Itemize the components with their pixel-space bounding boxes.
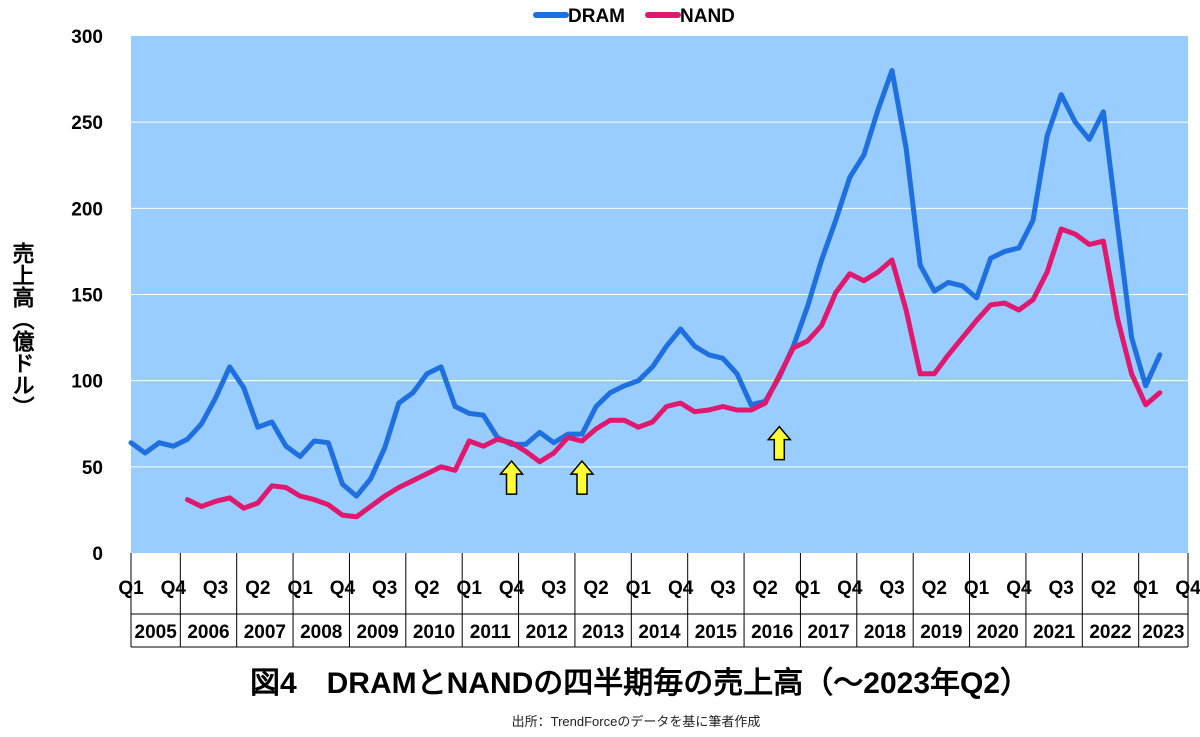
- up-arrow-icon: [498, 459, 525, 495]
- x-tick-label: Q4: [1006, 578, 1032, 599]
- year-label: 2016: [751, 622, 793, 643]
- x-tick-label: Q2: [245, 578, 270, 599]
- nand-line: [184, 226, 1163, 520]
- x-tick-label: Q3: [203, 578, 228, 599]
- x-tick-label: Q4: [499, 578, 525, 599]
- y-tick-label: 300: [71, 27, 103, 48]
- year-label: 2023: [1142, 622, 1184, 643]
- x-tick-label: Q4: [668, 578, 694, 599]
- year-label: 2017: [807, 622, 849, 643]
- x-tick-label: Q4: [330, 578, 356, 599]
- year-label: 2022: [1089, 622, 1131, 643]
- x-tick-label: Q3: [1048, 578, 1073, 599]
- year-label: 2021: [1033, 622, 1076, 643]
- year-label: 2013: [582, 622, 624, 643]
- legend: DRAM NAND: [533, 6, 735, 27]
- x-tick-label: Q1: [457, 578, 483, 599]
- y-tick-label: 200: [71, 199, 103, 220]
- annotations: [498, 425, 792, 495]
- year-label: 2010: [413, 622, 455, 643]
- chart-source: 出所：TrendForceのデータを基に筆者作成: [512, 714, 761, 729]
- y-axis-ticks: 0 50 100 150 200 250 300: [71, 27, 103, 565]
- year-label: 2009: [356, 622, 398, 643]
- up-arrow-icon: [569, 459, 595, 495]
- x-tick-label: Q1: [118, 578, 144, 599]
- up-arrow-icon: [766, 425, 792, 461]
- year-label: 2005: [135, 622, 178, 643]
- legend-dram-label: DRAM: [568, 6, 625, 27]
- chart-title: 図4 DRAMとNANDの四半期毎の売上高（～2023年Q2）: [250, 666, 1030, 700]
- year-label: 2014: [638, 622, 681, 643]
- x-tick-label: Q2: [1091, 578, 1116, 599]
- year-label: 2006: [187, 622, 229, 643]
- year-label: 2018: [864, 622, 906, 643]
- year-label: 2012: [526, 622, 568, 643]
- y-tick-label: 0: [92, 544, 103, 565]
- x-tick-label: Q1: [964, 578, 990, 599]
- year-label: 2011: [470, 622, 512, 643]
- x-tick-label: Q3: [372, 578, 397, 599]
- x-tick-label: Q4: [837, 578, 863, 599]
- x-tick-label: Q2: [414, 578, 439, 599]
- x-tick-label: Q4: [1175, 578, 1200, 599]
- y-tick-label: 150: [71, 286, 103, 307]
- x-tick-label: Q2: [753, 578, 778, 599]
- legend-nand-label: NAND: [680, 6, 735, 27]
- year-label: 2019: [920, 622, 962, 643]
- y-tick-label: 100: [71, 372, 103, 393]
- x-tick-label: Q3: [710, 578, 735, 599]
- y-tick-label: 250: [71, 113, 103, 134]
- x-tick-label: Q2: [583, 578, 608, 599]
- dram-line: [128, 68, 1163, 499]
- year-label: 2007: [244, 622, 286, 643]
- x-tick-label: Q1: [795, 578, 821, 599]
- x-tick-label: Q3: [879, 578, 904, 599]
- series-lines: [128, 68, 1163, 520]
- gridlines: [131, 121, 1188, 468]
- x-tick-label: Q3: [541, 578, 566, 599]
- year-label: 2015: [695, 622, 738, 643]
- year-label: 2020: [977, 622, 1019, 643]
- x-tick-label: Q2: [922, 578, 947, 599]
- year-label: 2008: [300, 622, 342, 643]
- x-tick-label: Q1: [1133, 578, 1159, 599]
- x-tick-label: Q1: [287, 578, 313, 599]
- x-axis-table: Q1 Q4 Q3 Q2 Q1 Q4 Q3 Q2 Q1 Q4 Q3 Q2 Q1 Q4 Q3 Q2 Q1 Q4 Q3 Q2…: [118, 553, 1200, 648]
- y-tick-label: 50: [82, 458, 103, 479]
- x-tick-label: Q1: [626, 578, 652, 599]
- y-axis-title: 売上高（億ドル）: [10, 241, 35, 418]
- x-tick-label: Q4: [161, 578, 187, 599]
